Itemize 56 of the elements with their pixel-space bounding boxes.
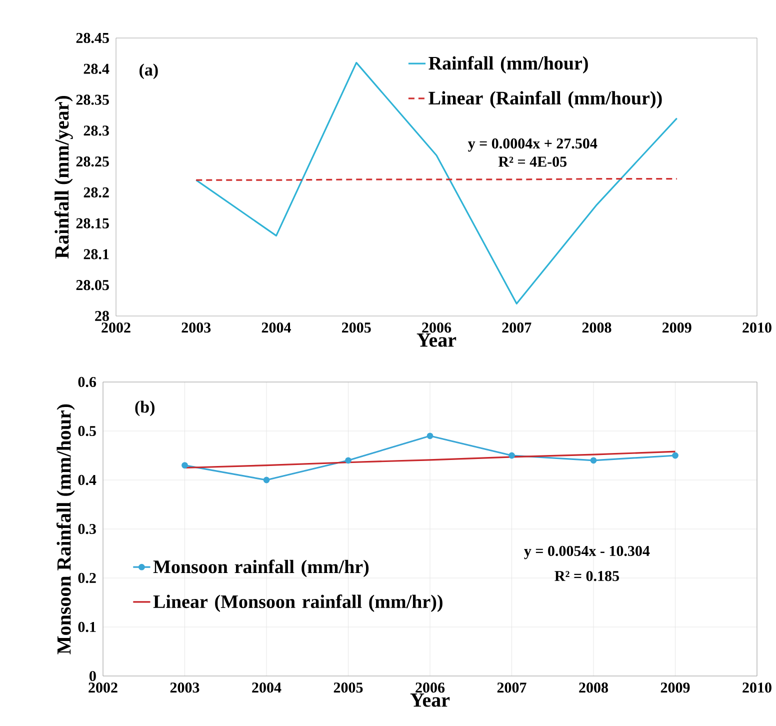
x-tick-label: 2007 <box>502 322 532 333</box>
annotation: R² = 0.185 <box>554 570 619 582</box>
legend-label: Monsoon rainfall (mm/hr) <box>153 560 369 578</box>
y-tick-label: 28.25 <box>76 156 109 167</box>
y-tick-label: 28.15 <box>76 218 109 228</box>
annotation: (b) <box>135 400 154 416</box>
x-tick-label: 2002 <box>88 682 118 693</box>
y-tick-label: 0.4 <box>78 474 96 486</box>
y-tick-label: 28.05 <box>76 280 109 290</box>
y-tick-label: 0.5 <box>78 426 96 436</box>
x-tick-label: 2006 <box>422 322 452 333</box>
point <box>426 432 434 440</box>
y-tick-label: 0 <box>90 670 96 682</box>
annotation: R² = 4E-05 <box>498 156 567 167</box>
point <box>345 457 352 464</box>
annotation: (a) <box>140 64 158 80</box>
x-tick-label: 2010 <box>742 322 772 333</box>
x-tick-label: 2005 <box>334 682 363 693</box>
point <box>508 452 515 459</box>
x-tick-label: 2006 <box>416 682 445 693</box>
y-tick-label: 28.35 <box>76 94 109 105</box>
point <box>672 452 678 459</box>
x-tick-label: 2010 <box>742 682 772 693</box>
x-tick-label: 2003 <box>170 682 200 693</box>
x-tick-label: 2004 <box>252 682 282 693</box>
x-axis-title: Year <box>410 694 450 707</box>
x-tick-label: 2005 <box>342 322 371 333</box>
legend-label: Linear (Rainfall (mm/hour)) <box>428 90 662 108</box>
x-axis-title: Year <box>416 334 456 347</box>
point <box>263 476 270 484</box>
y-tick-label: 28.3 <box>84 126 109 136</box>
legend-label: Linear (Monsoon rainfall (mm/hr)) <box>153 594 442 612</box>
y-tick-label: 0.6 <box>78 376 96 388</box>
x-tick-label: 2008 <box>579 682 608 693</box>
point <box>182 462 188 469</box>
y-tick-label: 28.45 <box>76 32 109 44</box>
x-tick-label: 2008 <box>582 322 612 333</box>
y-tick-label: 28 <box>95 310 109 322</box>
x-tick-label: 2003 <box>182 322 211 333</box>
y-tick-label: 0.1 <box>78 622 96 632</box>
x-tick-label: 2007 <box>497 682 526 693</box>
x-tick-label: 2009 <box>662 322 692 333</box>
y-axis-title: Rainfall (mm/year) <box>54 96 73 259</box>
annotation: y = 0.0004x + 27.504 <box>468 138 598 152</box>
x-tick-label: 2004 <box>262 322 291 333</box>
point <box>590 457 597 464</box>
y-tick-label: 28.4 <box>84 64 110 74</box>
y-tick-label: 28.2 <box>84 187 109 198</box>
y-tick-label: 0.3 <box>78 524 96 534</box>
annotation: y = 0.0054x - 10.304 <box>524 546 650 560</box>
y-tick-label: 0.2 <box>78 572 96 584</box>
legend-label: Rainfall (mm/hour) <box>428 56 588 74</box>
x-tick-label: 2002 <box>102 322 130 333</box>
y-tick-label: 28.1 <box>84 249 109 260</box>
y-axis-title: Monsoon Rainfall (mm/hour) <box>56 404 75 654</box>
x-tick-label: 2009 <box>660 682 690 693</box>
